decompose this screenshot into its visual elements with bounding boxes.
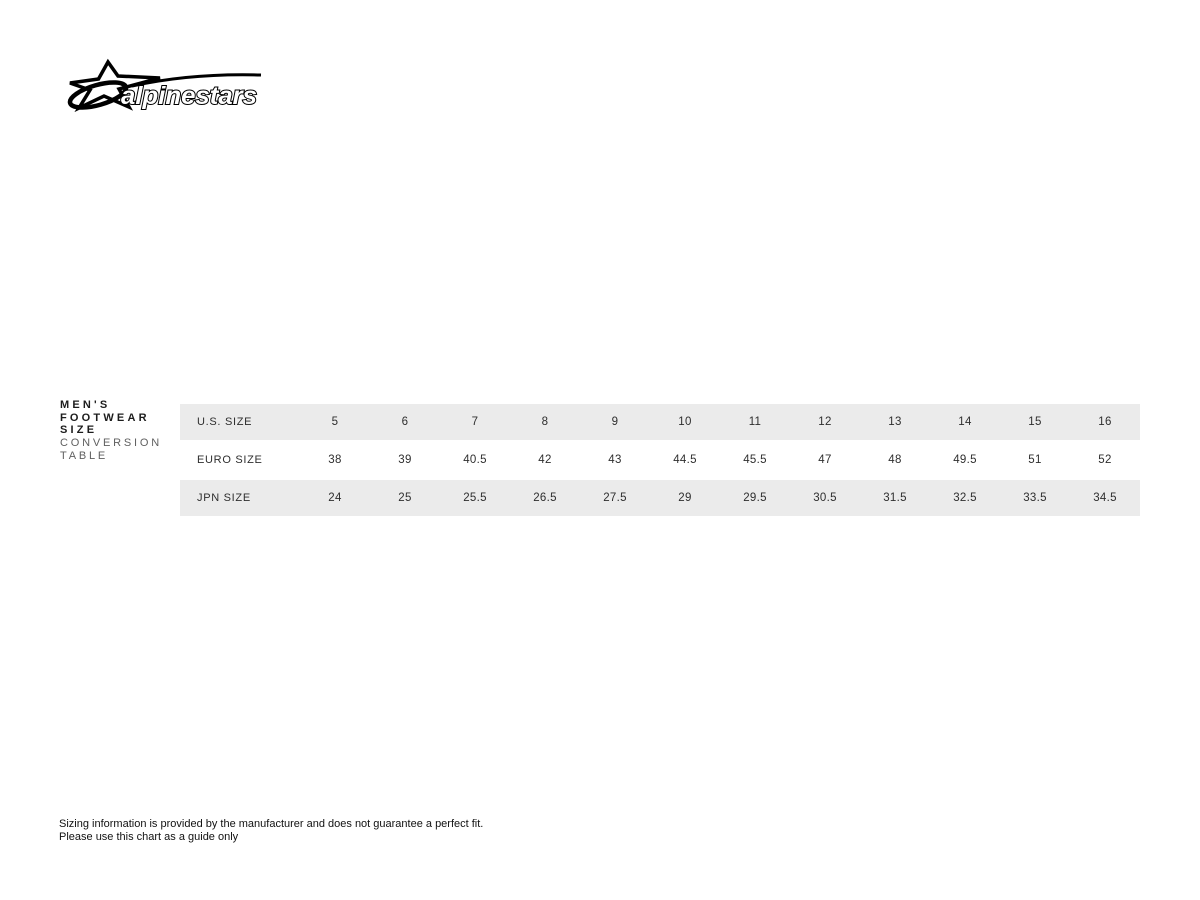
size-value: 48 — [888, 454, 902, 466]
alpinestars-star-icon — [67, 58, 161, 113]
logo-accent-line — [131, 73, 262, 88]
size-value: 7 — [471, 416, 479, 428]
alpinestars-logo-svg: alpinestars — [67, 58, 262, 113]
row-label: EURO SIZE — [197, 454, 263, 466]
row-label: U.S. SIZE — [197, 416, 253, 428]
size-value: 15 — [1028, 416, 1042, 428]
size-value: 13 — [888, 416, 902, 428]
title-line-footwear: FOOTWEAR — [60, 411, 150, 424]
size-value: 29.5 — [743, 492, 767, 504]
size-value: 40.5 — [463, 454, 487, 466]
alpinestars-wordmark: alpinestars — [121, 82, 257, 110]
size-value: 32.5 — [953, 492, 977, 504]
size-value: 33.5 — [1023, 492, 1047, 504]
size-value: 5 — [331, 416, 339, 428]
size-value: 44.5 — [673, 454, 697, 466]
size-value: 34.5 — [1093, 492, 1117, 504]
size-value: 30.5 — [813, 492, 837, 504]
size-value: 42 — [538, 454, 552, 466]
size-value: 26.5 — [533, 492, 557, 504]
disclaimer-line-1: Sizing information is provided by the ma… — [59, 818, 484, 830]
size-value: 31.5 — [883, 492, 907, 504]
size-value: 39 — [398, 454, 412, 466]
size-value: 25.5 — [463, 492, 487, 504]
subtitle-line-table: TABLE — [60, 449, 109, 462]
sizing-disclaimer: Sizing information is provided by the ma… — [59, 818, 483, 843]
row-label: JPN SIZE — [197, 492, 251, 504]
size-value: 29 — [678, 492, 692, 504]
table-row-us-size: U.S. SIZE 5 6 7 8 9 10 11 12 13 14 15 16 — [180, 404, 1140, 440]
size-value: 9 — [611, 416, 619, 428]
size-value: 27.5 — [603, 492, 627, 504]
size-value: 11 — [748, 416, 762, 428]
size-value: 43 — [608, 454, 622, 466]
title-line-size: SIZE — [60, 424, 98, 437]
alpinestars-logo: alpinestars — [56, 58, 268, 114]
size-value: 47 — [818, 454, 832, 466]
size-value: 8 — [541, 416, 549, 428]
table-title-block: MEN'S FOOTWEAR SIZE CONVERSION TABLE — [60, 399, 162, 463]
size-value: 16 — [1098, 416, 1112, 428]
size-value: 49.5 — [953, 454, 977, 466]
size-value: 12 — [818, 416, 832, 428]
size-value: 38 — [328, 454, 342, 466]
size-value: 24 — [328, 492, 342, 504]
subtitle-line-conversion: CONVERSION — [60, 437, 162, 450]
size-value: 51 — [1028, 454, 1042, 466]
title-line-mens: MEN'S — [60, 399, 111, 411]
size-conversion-table: U.S. SIZE 5 6 7 8 9 10 11 12 13 14 15 16… — [180, 404, 1140, 518]
size-value: 10 — [678, 416, 692, 428]
table-row-jpn-size: JPN SIZE 24 25 25.5 26.5 27.5 29 29.5 30… — [180, 480, 1140, 516]
size-value: 6 — [401, 416, 409, 428]
size-value: 52 — [1098, 454, 1112, 466]
size-value: 14 — [958, 416, 972, 428]
disclaimer-line-2: Please use this chart as a guide only — [59, 830, 239, 843]
size-value: 45.5 — [743, 454, 767, 466]
table-row-euro-size: EURO SIZE 38 39 40.5 42 43 44.5 45.5 47 … — [180, 442, 1140, 478]
size-value: 25 — [398, 492, 412, 504]
